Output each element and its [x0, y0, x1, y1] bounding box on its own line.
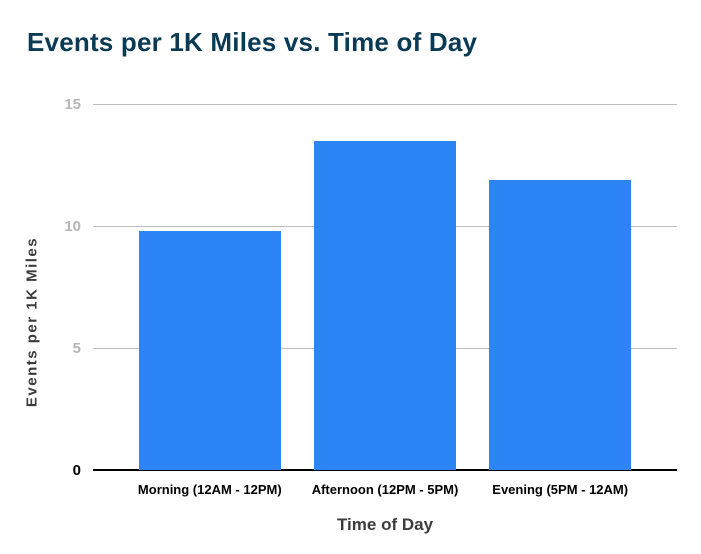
x-category-label-1: Morning (12AM - 12PM) — [137, 482, 282, 497]
bar-1 — [138, 230, 281, 470]
y-tick-label-10: 10 — [64, 218, 81, 235]
plot-area — [93, 104, 677, 471]
gridline-y-15 — [93, 104, 677, 105]
x-category-label-3: Evening (5PM - 12AM) — [492, 482, 629, 497]
bar-2 — [314, 140, 456, 470]
chart-title: Events per 1K Miles vs. Time of Day — [27, 27, 478, 57]
y-tick-label-0: 0 — [72, 462, 81, 479]
bar-3 — [489, 179, 632, 470]
y-tick-label-5: 5 — [72, 340, 81, 357]
x-axis-title: Time of Day — [336, 515, 434, 534]
y-tick-label-15: 15 — [64, 96, 81, 113]
y-axis-title: Events per 1K Miles — [23, 236, 41, 408]
x-category-label-2: Afternoon (12PM - 5PM) — [311, 482, 459, 497]
x-axis-line — [93, 469, 677, 471]
